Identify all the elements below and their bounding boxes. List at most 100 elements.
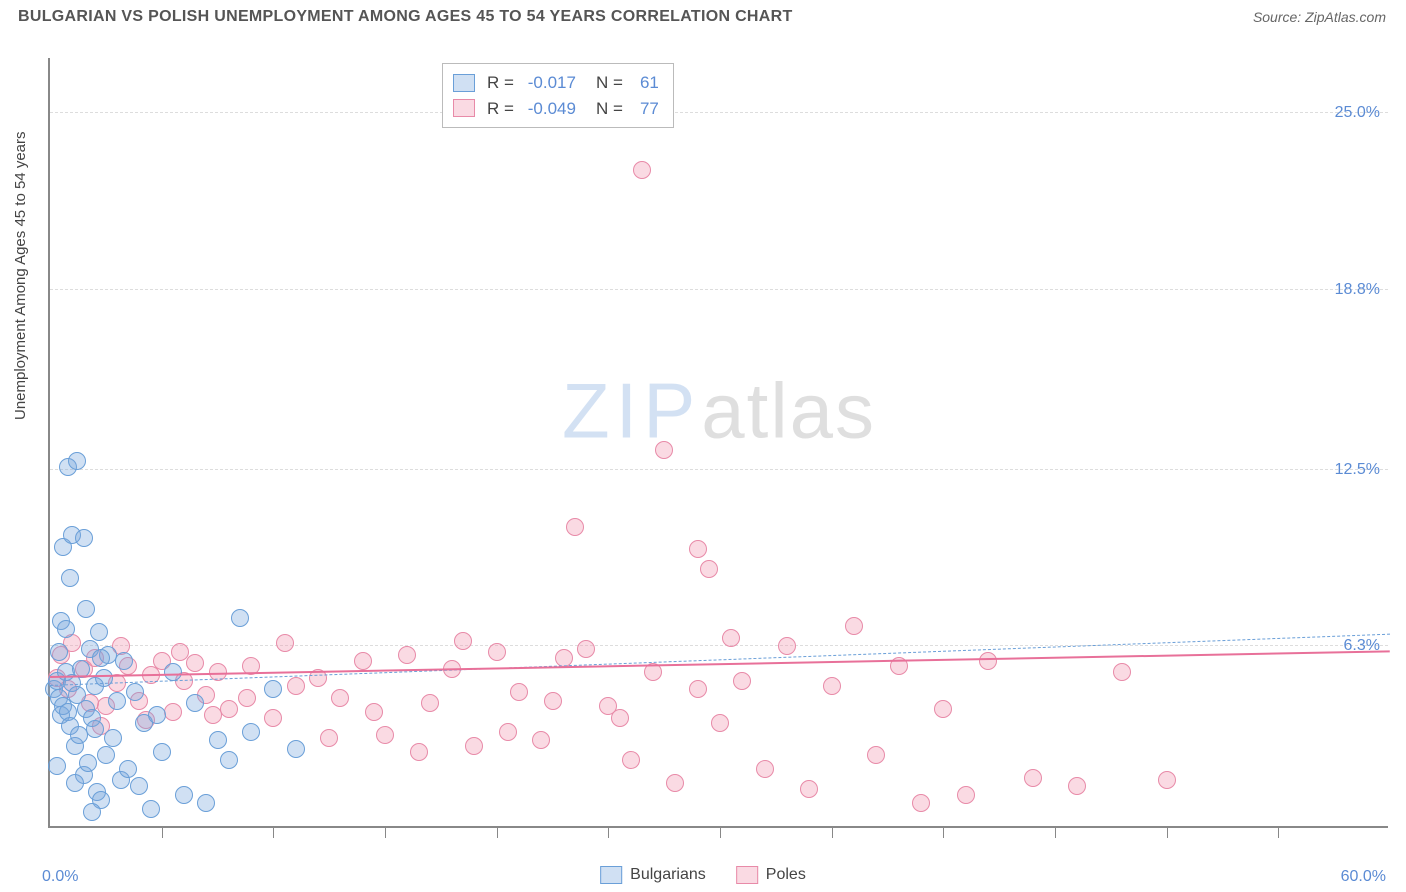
stats-box: R =-0.017N =61R =-0.049N =77	[442, 63, 674, 128]
watermark: ZIPatlas	[562, 366, 876, 457]
scatter-point	[666, 774, 684, 792]
scatter-point	[204, 706, 222, 724]
stats-row: R =-0.049N =77	[453, 96, 659, 122]
scatter-point	[1113, 663, 1131, 681]
scatter-point	[733, 672, 751, 690]
scatter-point	[276, 634, 294, 652]
scatter-point	[1068, 777, 1086, 795]
stat-label: N =	[596, 70, 623, 96]
scatter-point	[164, 703, 182, 721]
scatter-point	[934, 700, 952, 718]
y-tick-label: 12.5%	[1335, 461, 1380, 479]
stat-r-value: -0.017	[520, 70, 576, 96]
scatter-point	[186, 694, 204, 712]
scatter-point	[1024, 769, 1042, 787]
chart-title: BULGARIAN VS POLISH UNEMPLOYMENT AMONG A…	[18, 8, 793, 26]
x-tick	[497, 826, 498, 838]
scatter-point	[532, 731, 550, 749]
scatter-point	[778, 637, 796, 655]
scatter-point	[75, 529, 93, 547]
scatter-point	[465, 737, 483, 755]
x-tick	[608, 826, 609, 838]
x-tick	[1278, 826, 1279, 838]
stat-n-value: 61	[629, 70, 659, 96]
source-attribution: Source: ZipAtlas.com	[1253, 9, 1386, 25]
scatter-point	[488, 643, 506, 661]
scatter-point	[115, 652, 133, 670]
scatter-point	[126, 683, 144, 701]
scatter-point	[700, 560, 718, 578]
scatter-point	[142, 800, 160, 818]
scatter-point	[92, 649, 110, 667]
x-tick	[385, 826, 386, 838]
scatter-point	[83, 803, 101, 821]
scatter-point	[197, 794, 215, 812]
scatter-point	[264, 680, 282, 698]
x-axis-max-label: 60.0%	[1341, 868, 1386, 886]
x-tick	[1055, 826, 1056, 838]
chart-area: ZIPatlas 6.3%12.5%18.8%25.0%	[48, 58, 1388, 828]
stats-swatch-icon	[453, 74, 475, 92]
scatter-point	[398, 646, 416, 664]
scatter-point	[421, 694, 439, 712]
x-axis-origin-label: 0.0%	[42, 868, 78, 886]
x-tick	[720, 826, 721, 838]
scatter-point	[410, 743, 428, 761]
scatter-point	[220, 751, 238, 769]
scatter-point	[79, 754, 97, 772]
scatter-point	[611, 709, 629, 727]
stat-n-value: 77	[629, 96, 659, 122]
scatter-point	[90, 623, 108, 641]
scatter-point	[186, 654, 204, 672]
stat-label: N =	[596, 96, 623, 122]
legend-item-bulgarians: Bulgarians	[600, 866, 706, 884]
scatter-point	[108, 692, 126, 710]
scatter-point	[756, 760, 774, 778]
plot-region: ZIPatlas 6.3%12.5%18.8%25.0%	[48, 58, 1388, 828]
x-tick	[273, 826, 274, 838]
scatter-point	[77, 600, 95, 618]
scatter-point	[365, 703, 383, 721]
scatter-point	[454, 632, 472, 650]
legend-label: Poles	[766, 866, 806, 884]
scatter-point	[499, 723, 517, 741]
scatter-point	[264, 709, 282, 727]
scatter-point	[104, 729, 122, 747]
scatter-point	[61, 569, 79, 587]
scatter-point	[209, 731, 227, 749]
scatter-point	[823, 677, 841, 695]
scatter-point	[376, 726, 394, 744]
scatter-point	[175, 786, 193, 804]
scatter-point	[711, 714, 729, 732]
legend-item-poles: Poles	[736, 866, 806, 884]
scatter-point	[153, 743, 171, 761]
gridline	[50, 469, 1388, 470]
y-axis-label: Unemployment Among Ages 45 to 54 years	[12, 131, 29, 420]
scatter-point	[566, 518, 584, 536]
scatter-point	[50, 643, 68, 661]
gridline	[50, 289, 1388, 290]
scatter-point	[320, 729, 338, 747]
scatter-point	[66, 774, 84, 792]
scatter-point	[633, 161, 651, 179]
scatter-point	[577, 640, 595, 658]
stats-row: R =-0.017N =61	[453, 70, 659, 96]
gridline	[50, 645, 1388, 646]
scatter-point	[957, 786, 975, 804]
scatter-point	[622, 751, 640, 769]
scatter-point	[48, 757, 66, 775]
scatter-point	[689, 680, 707, 698]
scatter-point	[287, 677, 305, 695]
stats-swatch-icon	[453, 99, 475, 117]
scatter-point	[544, 692, 562, 710]
scatter-point	[979, 652, 997, 670]
scatter-point	[148, 706, 166, 724]
legend-swatch-icon	[600, 866, 622, 884]
scatter-point	[867, 746, 885, 764]
x-tick	[943, 826, 944, 838]
scatter-point	[119, 760, 137, 778]
y-tick-label: 18.8%	[1335, 281, 1380, 299]
scatter-point	[354, 652, 372, 670]
scatter-point	[220, 700, 238, 718]
scatter-point	[510, 683, 528, 701]
